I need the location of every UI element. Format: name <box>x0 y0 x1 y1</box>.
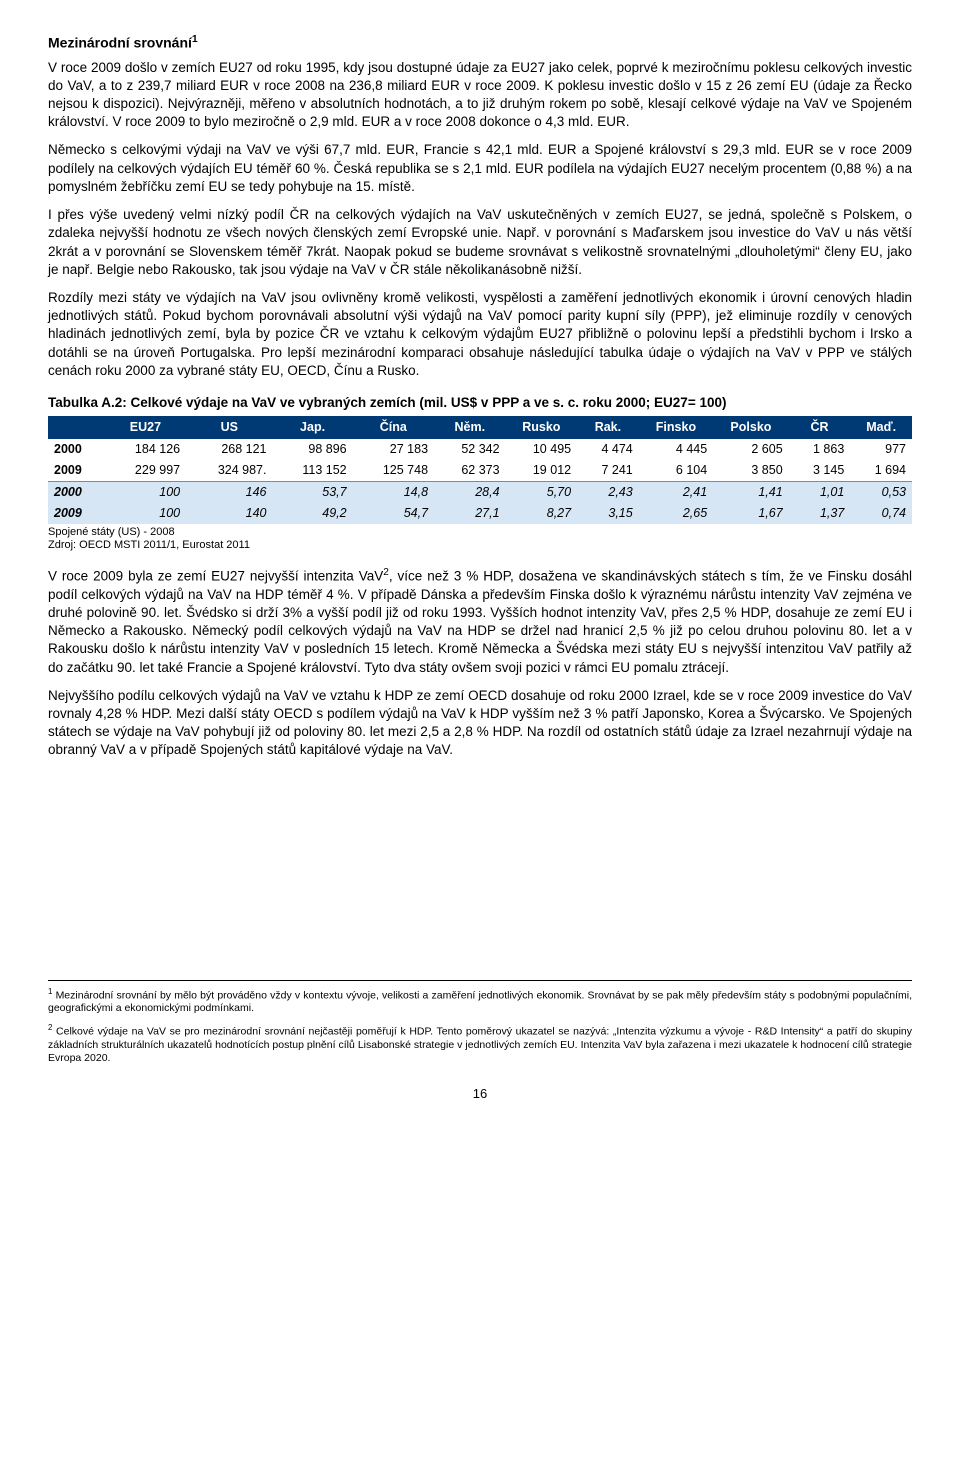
table-cell: 1,41 <box>713 481 788 502</box>
col-rak: Rak. <box>577 416 639 439</box>
para-5-pre: V roce 2009 byla ze zemí EU27 nejvyšší i… <box>48 569 383 584</box>
col-nem: Něm. <box>434 416 506 439</box>
table-row: 2000184 126268 12198 89627 18352 34210 4… <box>48 439 912 460</box>
table-source-line2: Zdroj: OECD MSTI 2011/1, Eurostat 2011 <box>48 539 250 551</box>
data-table: EU27 US Jap. Čína Něm. Rusko Rak. Finsko… <box>48 416 912 523</box>
col-rusko: Rusko <box>506 416 578 439</box>
table-cell: 1 694 <box>850 460 912 481</box>
table-cell: 0,74 <box>850 503 912 524</box>
para-1: V roce 2009 došlo v zemích EU27 od roku … <box>48 59 912 132</box>
table-cell: 62 373 <box>434 460 506 481</box>
table-cell: 54,7 <box>353 503 434 524</box>
table-row: 200010014653,714,828,45,702,432,411,411,… <box>48 481 912 502</box>
footnotes: 1 Mezinárodní srovnání by mělo být prová… <box>48 980 912 1066</box>
table-cell: 53,7 <box>273 481 353 502</box>
col-finsko: Finsko <box>639 416 713 439</box>
col-jap: Jap. <box>273 416 353 439</box>
table-cell: 1,01 <box>789 481 851 502</box>
table-cell: 10 495 <box>506 439 578 460</box>
table-header-row: EU27 US Jap. Čína Něm. Rusko Rak. Finsko… <box>48 416 912 439</box>
table-cell: 6 104 <box>639 460 713 481</box>
table-cell: 52 342 <box>434 439 506 460</box>
table-cell: 229 997 <box>105 460 186 481</box>
table-cell: 125 748 <box>353 460 434 481</box>
para-6: Nejvyššího podílu celkových výdajů na Va… <box>48 687 912 760</box>
table-row: 200910014049,254,727,18,273,152,651,671,… <box>48 503 912 524</box>
table-cell: 27,1 <box>434 503 506 524</box>
table-source-line1: Spojené státy (US) - 2008 <box>48 526 175 538</box>
table-cell: 28,4 <box>434 481 506 502</box>
table-cell: 977 <box>850 439 912 460</box>
table-row: 2009229 997324 987.113 152125 74862 3731… <box>48 460 912 481</box>
col-us: US <box>186 416 272 439</box>
table-cell: 0,53 <box>850 481 912 502</box>
footnote-1-num: 1 <box>48 987 52 996</box>
para-5-post: , více než 3 % HDP, dosažena ve skandiná… <box>48 569 912 675</box>
table-cell: 2000 <box>48 481 105 502</box>
table-cell: 1,37 <box>789 503 851 524</box>
para-5: V roce 2009 byla ze zemí EU27 nejvyšší i… <box>48 566 912 677</box>
table-cell: 146 <box>186 481 272 502</box>
table-cell: 7 241 <box>577 460 639 481</box>
para-2: Německo s celkovými výdaji na VaV ve výš… <box>48 141 912 196</box>
table-cell: 49,2 <box>273 503 353 524</box>
table-cell: 3 145 <box>789 460 851 481</box>
heading: Mezinárodní srovnání1 <box>48 32 912 53</box>
table-cell: 100 <box>105 481 186 502</box>
para-4: Rozdíly mezi státy ve výdajích na VaV js… <box>48 289 912 380</box>
table-cell: 2009 <box>48 503 105 524</box>
footnote-2: 2 Celkové výdaje na VaV se pro mezinárod… <box>48 1023 912 1065</box>
heading-text: Mezinárodní srovnání <box>48 35 192 51</box>
footnote-1-text: Mezinárodní srovnání by mělo být provádě… <box>48 989 912 1014</box>
col-polsko: Polsko <box>713 416 788 439</box>
table-title: Tabulka A.2: Celkové výdaje na VaV ve vy… <box>48 394 912 412</box>
table-cell: 5,70 <box>506 481 578 502</box>
page-number: 16 <box>48 1085 912 1103</box>
table-source: Spojené státy (US) - 2008 Zdroj: OECD MS… <box>48 526 912 552</box>
table-cell: 2,65 <box>639 503 713 524</box>
table-cell: 1 863 <box>789 439 851 460</box>
heading-sup: 1 <box>192 33 198 45</box>
footnote-2-text: Celkové výdaje na VaV se pro mezinárodní… <box>48 1026 912 1064</box>
table-cell: 324 987. <box>186 460 272 481</box>
para-3: I přes výše uvedený velmi nízký podíl ČR… <box>48 206 912 279</box>
table-cell: 140 <box>186 503 272 524</box>
table-cell: 4 445 <box>639 439 713 460</box>
table-cell: 2009 <box>48 460 105 481</box>
table-cell: 14,8 <box>353 481 434 502</box>
table-cell: 113 152 <box>273 460 353 481</box>
table-cell: 184 126 <box>105 439 186 460</box>
col-cr: ČR <box>789 416 851 439</box>
footnote-1: 1 Mezinárodní srovnání by mělo být prová… <box>48 987 912 1016</box>
table-cell: 4 474 <box>577 439 639 460</box>
table-cell: 2000 <box>48 439 105 460</box>
table-cell: 3,15 <box>577 503 639 524</box>
table-cell: 27 183 <box>353 439 434 460</box>
table-cell: 100 <box>105 503 186 524</box>
col-mad: Maď. <box>850 416 912 439</box>
table-cell: 2,43 <box>577 481 639 502</box>
table-cell: 2 605 <box>713 439 788 460</box>
table-cell: 19 012 <box>506 460 578 481</box>
table-cell: 268 121 <box>186 439 272 460</box>
table-cell: 3 850 <box>713 460 788 481</box>
col-blank <box>48 416 105 439</box>
table-cell: 1,67 <box>713 503 788 524</box>
table-cell: 8,27 <box>506 503 578 524</box>
footnote-2-num: 2 <box>48 1023 52 1032</box>
table-cell: 2,41 <box>639 481 713 502</box>
col-cina: Čína <box>353 416 434 439</box>
col-eu27: EU27 <box>105 416 186 439</box>
table-cell: 98 896 <box>273 439 353 460</box>
